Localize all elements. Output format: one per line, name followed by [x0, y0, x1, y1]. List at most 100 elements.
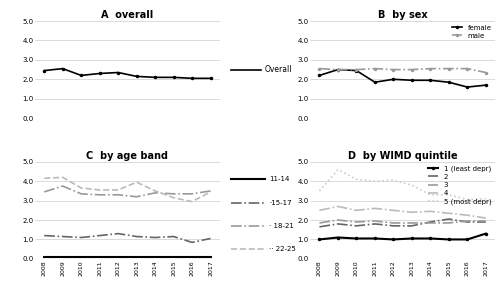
· 18-21	[41, 190, 47, 194]
4	[464, 213, 470, 217]
female	[354, 69, 360, 72]
female	[372, 80, 378, 84]
2	[446, 217, 452, 221]
male	[354, 68, 360, 71]
1 (least depr)	[464, 238, 470, 241]
·· 22-25	[189, 200, 195, 203]
11-14	[41, 255, 47, 259]
·· 22-25	[60, 175, 66, 179]
11-14	[78, 255, 84, 259]
2	[409, 224, 415, 228]
male	[446, 67, 452, 70]
·15-17	[189, 240, 195, 244]
Line: 3: 3	[320, 220, 486, 223]
female	[483, 83, 489, 87]
5 (most depr)	[483, 197, 489, 200]
female	[316, 74, 322, 77]
· 18-21	[60, 184, 66, 188]
female	[390, 77, 396, 81]
·15-17	[208, 237, 214, 240]
Title: B  by sex: B by sex	[378, 10, 428, 20]
·15-17	[152, 236, 158, 239]
Line: ·15-17: ·15-17	[44, 234, 210, 242]
4	[428, 209, 434, 213]
Line: 2: 2	[320, 219, 486, 227]
4	[335, 205, 341, 208]
·· 22-25	[115, 188, 121, 192]
· 18-21	[152, 191, 158, 195]
2	[316, 225, 322, 229]
11-14	[152, 255, 158, 259]
1 (least depr)	[316, 238, 322, 241]
·· 22-25	[41, 176, 47, 180]
·15-17	[60, 235, 66, 238]
11-14	[208, 255, 214, 259]
male	[390, 68, 396, 71]
5 (most depr)	[446, 193, 452, 197]
Title: C  by age band: C by age band	[86, 151, 168, 161]
1 (least depr)	[409, 237, 415, 240]
Legend: female, male: female, male	[452, 25, 492, 39]
2	[390, 224, 396, 228]
·15-17	[41, 234, 47, 237]
male	[464, 67, 470, 70]
female	[335, 68, 341, 71]
Title: A  overall: A overall	[102, 10, 154, 20]
5 (most depr)	[464, 198, 470, 201]
Line: male: male	[318, 68, 487, 73]
3	[446, 221, 452, 225]
Line: 4: 4	[320, 206, 486, 218]
11-14	[134, 255, 140, 259]
female	[446, 80, 452, 84]
female	[464, 85, 470, 89]
·· 22-25	[170, 196, 176, 200]
2	[372, 222, 378, 226]
male	[409, 68, 415, 71]
11-14	[170, 255, 176, 259]
1 (least depr)	[446, 238, 452, 241]
·· 22-25	[208, 190, 214, 194]
4	[354, 209, 360, 212]
·· 22-25	[134, 180, 140, 184]
· 18-21	[96, 193, 102, 197]
5 (most depr)	[316, 189, 322, 193]
5 (most depr)	[390, 178, 396, 182]
3	[483, 219, 489, 223]
·15-17	[96, 234, 102, 237]
· 18-21	[134, 195, 140, 199]
2	[335, 222, 341, 226]
· 18-21	[189, 192, 195, 196]
2	[464, 220, 470, 224]
Text: Overall: Overall	[265, 65, 292, 74]
·15-17	[134, 235, 140, 238]
Line: 5 (most depr): 5 (most depr)	[320, 169, 486, 200]
11-14	[189, 255, 195, 259]
11-14	[96, 255, 102, 259]
5 (most depr)	[428, 193, 434, 197]
male	[316, 67, 322, 70]
·15-17	[170, 235, 176, 238]
·· 22-25	[96, 188, 102, 192]
3	[335, 218, 341, 222]
4	[390, 209, 396, 212]
Line: female: female	[318, 69, 487, 88]
· 18-21	[78, 192, 84, 196]
·· 22-25	[152, 189, 158, 193]
Legend: 1 (least depr), 2, 3, 4, 5 (most depr): 1 (least depr), 2, 3, 4, 5 (most depr)	[428, 165, 492, 205]
3	[409, 221, 415, 225]
Title: D  by WIMD quintile: D by WIMD quintile	[348, 151, 458, 161]
1 (least depr)	[335, 236, 341, 239]
male	[372, 67, 378, 70]
female	[428, 79, 434, 82]
male	[428, 67, 434, 70]
1 (least depr)	[428, 237, 434, 240]
4	[372, 206, 378, 210]
male	[335, 68, 341, 71]
· 18-21	[170, 192, 176, 196]
2	[428, 220, 434, 224]
1 (least depr)	[354, 237, 360, 240]
Text: ·15-17: ·15-17	[269, 200, 291, 206]
female	[409, 79, 415, 82]
3	[464, 219, 470, 223]
3	[316, 221, 322, 225]
